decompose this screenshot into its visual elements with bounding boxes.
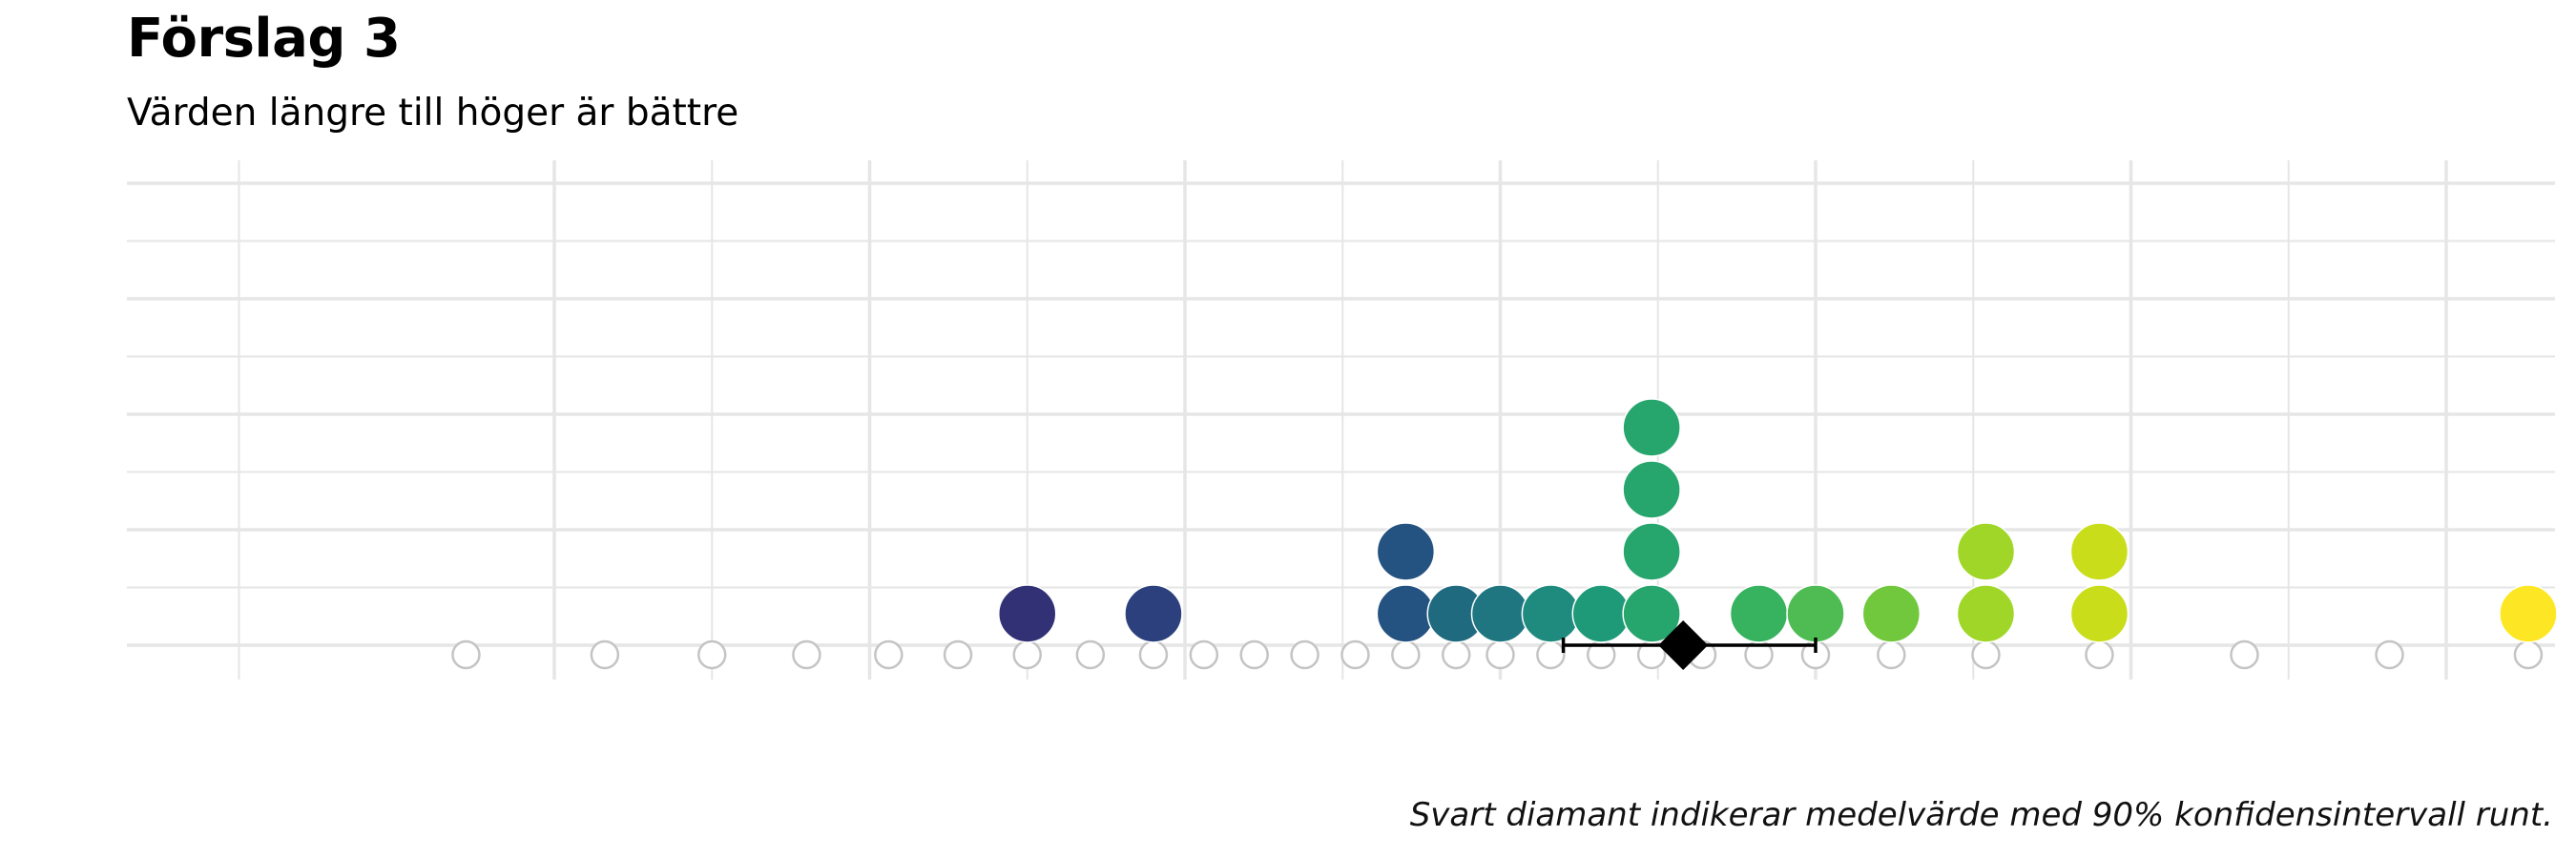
- possible-value-marker-16: [1536, 639, 1566, 670]
- dot-0-0: [998, 584, 1057, 643]
- possible-value-marker-5: [943, 639, 973, 670]
- dot-2-0: [1376, 584, 1436, 643]
- chart-subtitle: Värden längre till höger är bättre: [127, 92, 739, 135]
- possible-value-marker-24: [2085, 639, 2114, 670]
- chart-caption: Svart diamant indikerar medelvärde med 9…: [1409, 796, 2553, 834]
- mean-diamond: [1658, 620, 1709, 670]
- dot-5-0: [1521, 584, 1581, 643]
- possible-value-marker-15: [1485, 639, 1515, 670]
- dot-4-0: [1470, 584, 1530, 643]
- possible-value-marker-10: [1239, 639, 1269, 670]
- dot-8-0: [1729, 584, 1789, 643]
- possible-value-marker-3: [792, 639, 821, 670]
- dot-13-0: [2499, 584, 2558, 643]
- dot-9-0: [1786, 584, 1845, 643]
- dot-7-2: [1622, 460, 1681, 519]
- possible-value-marker-2: [697, 639, 727, 670]
- possible-value-marker-12: [1340, 639, 1370, 670]
- possible-value-marker-25: [2230, 639, 2259, 670]
- dot-10-0: [1861, 584, 1922, 643]
- possible-value-marker-1: [590, 639, 620, 670]
- dot-11-0: [1956, 584, 2016, 643]
- possible-value-marker-9: [1189, 639, 1219, 670]
- possible-value-marker-23: [1971, 639, 2001, 670]
- dot-12-0: [2069, 584, 2129, 643]
- possible-value-marker-6: [1012, 639, 1042, 670]
- dot-11-1: [1956, 522, 2016, 581]
- possible-value-marker-0: [451, 639, 481, 670]
- possible-value-marker-13: [1391, 639, 1421, 670]
- possible-value-marker-7: [1075, 639, 1106, 670]
- possible-value-marker-22: [1877, 639, 1906, 670]
- dot-2-1: [1376, 522, 1436, 581]
- dot-1-0: [1124, 584, 1183, 643]
- dot-7-0: [1622, 584, 1681, 643]
- possible-value-marker-4: [874, 639, 904, 670]
- possible-value-marker-14: [1441, 639, 1471, 670]
- chart-title: Förslag 3: [127, 8, 401, 70]
- dot-7-1: [1622, 522, 1681, 581]
- possible-value-marker-8: [1138, 639, 1169, 670]
- dot-12-1: [2069, 522, 2129, 581]
- dot-7-3: [1622, 398, 1681, 457]
- possible-value-marker-27: [2513, 639, 2544, 670]
- dot-6-0: [1571, 584, 1631, 643]
- possible-value-marker-11: [1290, 639, 1319, 670]
- possible-value-marker-26: [2375, 639, 2404, 670]
